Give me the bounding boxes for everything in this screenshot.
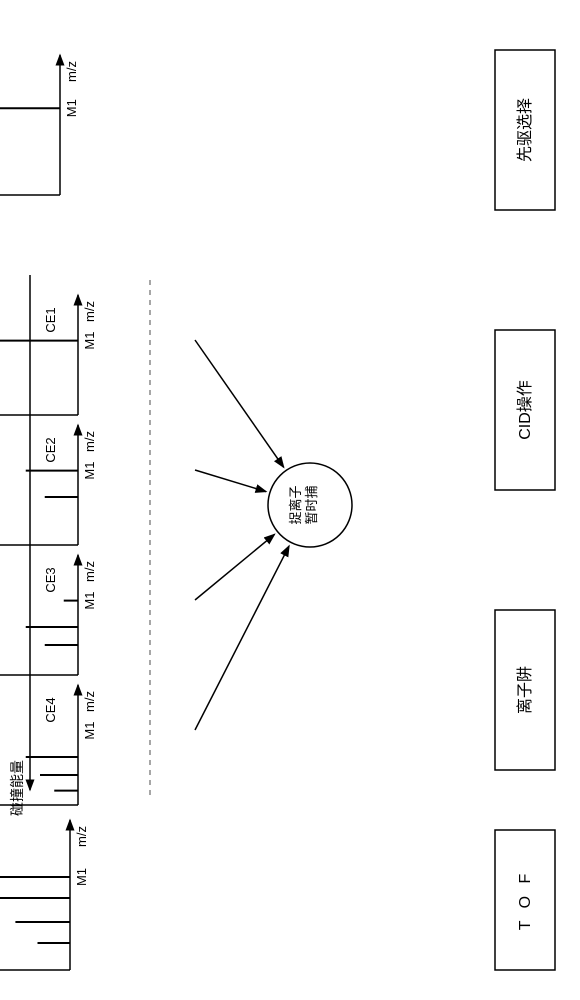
ion-trap-label: 捉离子 — [288, 485, 303, 524]
cid-to-trap-arrow — [195, 546, 289, 730]
ce-level-label: CE2 — [43, 437, 58, 462]
svg-text:m/z: m/z — [82, 691, 97, 712]
tof-spectrum: m/z M1 — [0, 820, 89, 970]
svg-text:m/z: m/z — [82, 301, 97, 322]
svg-text:M1: M1 — [64, 99, 79, 117]
svg-text:M1: M1 — [74, 868, 89, 886]
svg-text:M1: M1 — [82, 332, 97, 350]
ce-level-label: CE3 — [43, 567, 58, 592]
diagram-canvas: 先驱选择 CID操作离子阱 T O F m/z M1 碰撞能量 CE1 CE2 CE3 CE4 m/… — [0, 0, 580, 1000]
column-header-label: 先驱选择 — [516, 98, 534, 162]
cid-to-trap-arrow — [195, 340, 284, 467]
precursor-spectrum: m/z M1 — [0, 55, 79, 195]
svg-text:m/z: m/z — [82, 431, 97, 452]
ce-level-label: CE1 — [43, 307, 58, 332]
svg-text:m/z: m/z — [64, 61, 79, 82]
cid-to-trap-arrow — [195, 534, 275, 600]
cid-to-trap-arrow — [195, 470, 266, 492]
svg-text:M1: M1 — [82, 722, 97, 740]
svg-text:m/z: m/z — [74, 826, 89, 847]
collision-energy-label: 碰撞能量 — [9, 760, 25, 816]
ion-trap-label: 暂时捕 — [304, 485, 319, 524]
column-header-label: 离子阱 — [516, 666, 534, 714]
column-header-label: T O F — [517, 870, 534, 931]
svg-text:M1: M1 — [82, 592, 97, 610]
column-header-label: CID操作 — [516, 380, 534, 440]
svg-text:m/z: m/z — [82, 561, 97, 582]
ce-level-label: CE4 — [43, 697, 58, 722]
svg-text:M1: M1 — [82, 462, 97, 480]
